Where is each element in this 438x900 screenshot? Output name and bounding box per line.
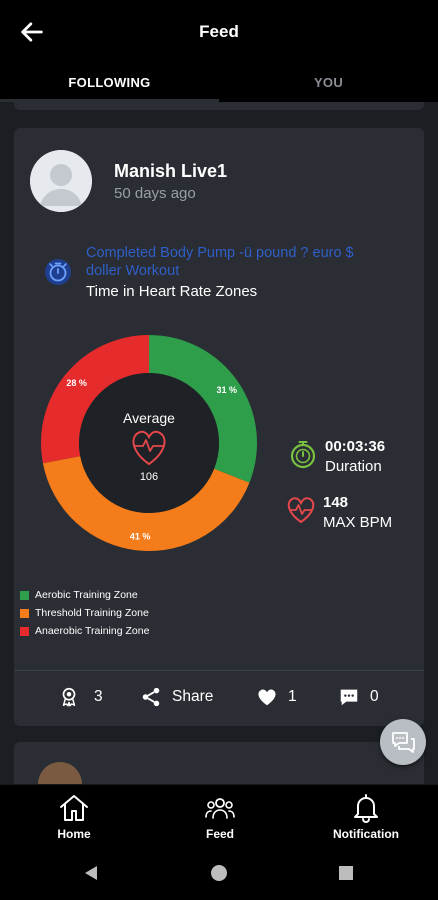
tab-indicator — [0, 99, 219, 102]
duration-value: 00:03:36 — [325, 438, 386, 455]
share-button[interactable]: Share — [140, 684, 213, 710]
like-button[interactable]: 1 — [256, 684, 297, 710]
donut-slice-threshold — [42, 456, 250, 551]
legend-label: Threshold Training Zone — [35, 607, 149, 619]
comment-button[interactable]: 0 — [338, 684, 379, 710]
average-value: 106 — [140, 471, 158, 483]
nav-feed-label: Feed — [205, 827, 234, 841]
average-label: Average — [123, 410, 175, 426]
likes-count: 1 — [288, 688, 297, 705]
heart-icon — [258, 689, 276, 706]
medal-icon — [62, 687, 76, 707]
card-divider — [14, 670, 424, 671]
comments-count: 0 — [370, 688, 379, 705]
max-bpm-value: 148 — [323, 494, 349, 511]
system-back-icon[interactable] — [82, 864, 100, 882]
app-bar: Feed — [0, 0, 438, 64]
system-navigation-bar — [0, 846, 438, 900]
donut-slice-label: 41 % — [130, 532, 151, 542]
legend-label: Anaerobic Training Zone — [35, 625, 150, 637]
system-home-icon[interactable] — [210, 864, 228, 882]
donut-slice-anaerobic — [40, 335, 149, 464]
bell-icon — [354, 794, 378, 823]
legend-swatch — [20, 627, 29, 636]
legend-swatch — [20, 609, 29, 618]
zones-title: Time in Heart Rate Zones — [86, 283, 258, 300]
people-icon — [205, 798, 235, 819]
stopwatch-icon — [45, 259, 71, 285]
share-icon — [142, 687, 160, 707]
donut-slice-label: 31 % — [216, 385, 237, 395]
average-heart-icon — [132, 430, 166, 466]
avatar[interactable] — [30, 150, 92, 212]
workout-title-link[interactable]: Completed Body Pump -ü pound ? euro $ do… — [86, 245, 354, 279]
chat-fab-button[interactable] — [380, 719, 426, 765]
previous-card-edge — [14, 102, 424, 110]
duration-stopwatch-icon — [290, 441, 316, 469]
workout-post-card[interactable]: Manish Live1 50 days ago Completed Body … — [14, 128, 424, 726]
heart-rate-zone-donut: Average 106 31 % 41 % 28 % — [40, 335, 257, 551]
user-name[interactable]: Manish Live1 — [114, 161, 228, 181]
nav-home-label: Home — [57, 827, 91, 841]
system-recents-icon[interactable] — [338, 865, 354, 881]
legend-label: Aerobic Training Zone — [35, 589, 138, 601]
back-arrow-icon[interactable] — [18, 18, 46, 46]
default-avatar-icon — [30, 150, 92, 212]
tab-bar: FOLLOWING YOU — [0, 64, 438, 102]
heart-rate-icon — [287, 497, 315, 524]
donut-slice-aerobic — [149, 335, 257, 483]
nav-notification[interactable]: Notification — [328, 791, 404, 841]
feed-list[interactable]: Manish Live1 50 days ago Completed Body … — [0, 102, 438, 784]
home-icon — [60, 795, 88, 821]
badges-button[interactable]: 3 — [58, 684, 103, 710]
chat-bubbles-icon — [392, 732, 415, 753]
donut-slice-label: 28 % — [66, 378, 87, 388]
nav-feed[interactable]: Feed — [190, 791, 250, 841]
post-time: 50 days ago — [114, 185, 196, 202]
nav-home[interactable]: Home — [44, 791, 104, 841]
avatar[interactable] — [38, 762, 82, 784]
bottom-navigation: Home Feed Notification — [0, 784, 438, 846]
next-post-card[interactable] — [14, 742, 424, 784]
duration-label: Duration — [325, 458, 382, 475]
page-title: Feed — [199, 22, 239, 41]
badges-count: 3 — [94, 688, 103, 705]
nav-notification-label: Notification — [333, 827, 399, 841]
comment-icon — [340, 689, 358, 706]
legend-swatch — [20, 591, 29, 600]
tab-you[interactable]: YOU — [313, 75, 344, 90]
share-label: Share — [172, 688, 214, 705]
max-bpm-label: MAX BPM — [323, 514, 393, 531]
tab-following[interactable]: FOLLOWING — [68, 75, 151, 90]
